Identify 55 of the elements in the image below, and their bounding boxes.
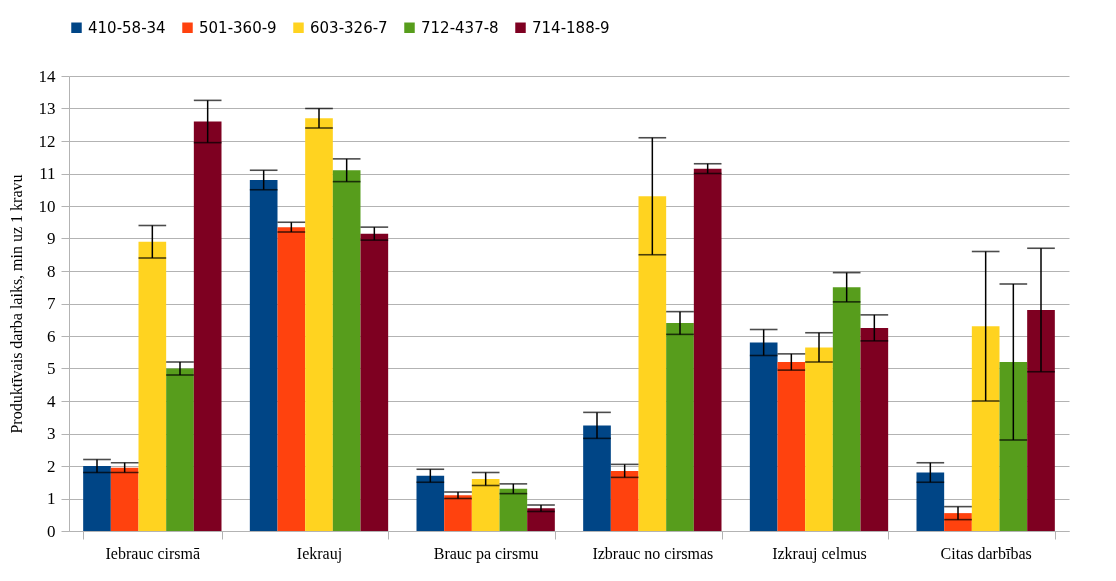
bar bbox=[583, 425, 611, 531]
y-tick-label: 14 bbox=[38, 66, 56, 86]
bar bbox=[610, 470, 639, 531]
bar bbox=[860, 327, 889, 531]
x-tick-label: Citas darbības bbox=[940, 544, 1032, 562]
x-tick-label: Izkrauj celmus bbox=[772, 544, 867, 563]
legend-label: 712-437-8 bbox=[421, 18, 499, 37]
legend-label: 714-188-9 bbox=[532, 18, 610, 37]
bar bbox=[1027, 310, 1055, 531]
y-tick-label: 8 bbox=[47, 261, 56, 281]
y-tick-label: 7 bbox=[47, 294, 56, 313]
y-tick-label: 10 bbox=[38, 196, 56, 216]
x-tick-label: Iebrauc cirsmā bbox=[105, 544, 201, 562]
y-tick-label: 2 bbox=[47, 456, 56, 476]
bar bbox=[193, 121, 222, 531]
bar bbox=[305, 118, 333, 531]
y-tick-label: 4 bbox=[47, 391, 56, 411]
bar bbox=[83, 466, 111, 531]
bar bbox=[499, 488, 528, 531]
y-tick-label: 9 bbox=[47, 229, 56, 248]
bar bbox=[832, 287, 861, 531]
bar bbox=[638, 196, 667, 531]
y-tick-label: 6 bbox=[47, 326, 56, 346]
bar bbox=[332, 170, 361, 531]
y-tick-label: 13 bbox=[38, 99, 56, 118]
y-tick-label: 1 bbox=[47, 489, 56, 508]
bar bbox=[999, 362, 1028, 531]
x-tick-label: Brauc pa cirsmu bbox=[433, 544, 539, 563]
bar bbox=[749, 342, 778, 531]
bar bbox=[666, 323, 694, 531]
bar bbox=[944, 513, 972, 531]
y-tick-label: 0 bbox=[47, 521, 56, 541]
legend-label: 410-58-34 bbox=[88, 18, 166, 37]
bar bbox=[277, 227, 306, 531]
bar bbox=[360, 233, 389, 531]
bar bbox=[110, 467, 139, 531]
y-tick-label: 11 bbox=[39, 164, 56, 183]
y-tick-label: 12 bbox=[38, 131, 56, 151]
legend-label: 603-326-7 bbox=[310, 18, 388, 37]
bar bbox=[416, 475, 445, 531]
bar bbox=[166, 368, 194, 531]
bar bbox=[693, 168, 722, 531]
x-tick-label: Iekrauj bbox=[296, 544, 343, 563]
y-axis-title: Produktīvais darba laiks, min uz 1 kravu bbox=[7, 174, 25, 434]
bar bbox=[138, 241, 167, 531]
bar bbox=[249, 180, 278, 531]
bar bbox=[471, 479, 500, 531]
bar bbox=[777, 362, 806, 531]
legend-label: 501-360-9 bbox=[199, 18, 277, 37]
bar bbox=[971, 326, 1000, 531]
y-tick-label: 3 bbox=[47, 424, 56, 443]
bar bbox=[805, 347, 833, 531]
x-tick-label: Izbrauc no cirsmas bbox=[592, 544, 714, 562]
bar bbox=[916, 472, 945, 531]
y-tick-label: 5 bbox=[47, 359, 56, 378]
